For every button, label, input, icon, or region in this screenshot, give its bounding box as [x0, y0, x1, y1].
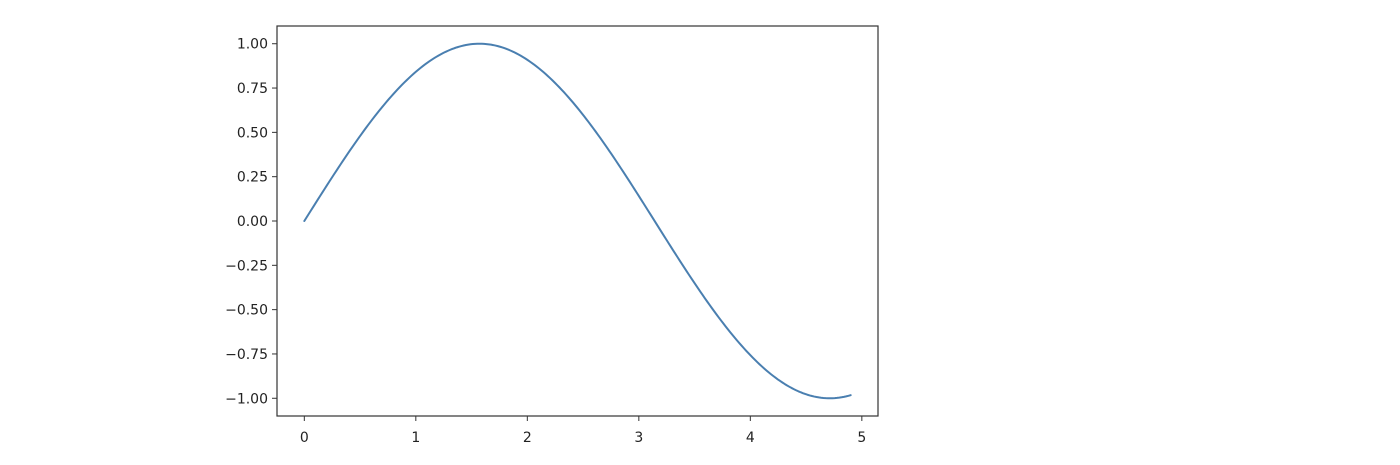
y-tick-label: 1.00 [237, 37, 268, 53]
plot-frame [276, 25, 879, 417]
x-tick-label: 5 [857, 430, 866, 446]
y-tick-label: −0.50 [225, 303, 268, 319]
y-axis: 1.00 0.75 0.50 0.25 0.00 −0.25 −0.50 −0.75 −1.00 [225, 37, 277, 407]
y-tick-label: 0.00 [237, 214, 268, 230]
x-tick-label: 2 [523, 430, 532, 446]
x-axis: 0 1 2 3 4 5 [300, 416, 866, 446]
x-tick-label: 0 [300, 430, 309, 446]
y-tick-label: 0.50 [237, 125, 268, 141]
x-tick-label: 4 [746, 430, 755, 446]
y-tick-label: 0.25 [237, 170, 268, 186]
y-tick-label: −1.00 [225, 391, 268, 407]
plot-area [276, 25, 879, 417]
y-tick-label: 0.75 [237, 81, 268, 97]
x-tick-label: 1 [411, 430, 420, 446]
y-tick-label: −0.75 [225, 347, 268, 363]
y-tick-label: −0.25 [225, 258, 268, 274]
x-tick-label: 3 [634, 430, 643, 446]
sine-series-line [303, 42, 852, 400]
